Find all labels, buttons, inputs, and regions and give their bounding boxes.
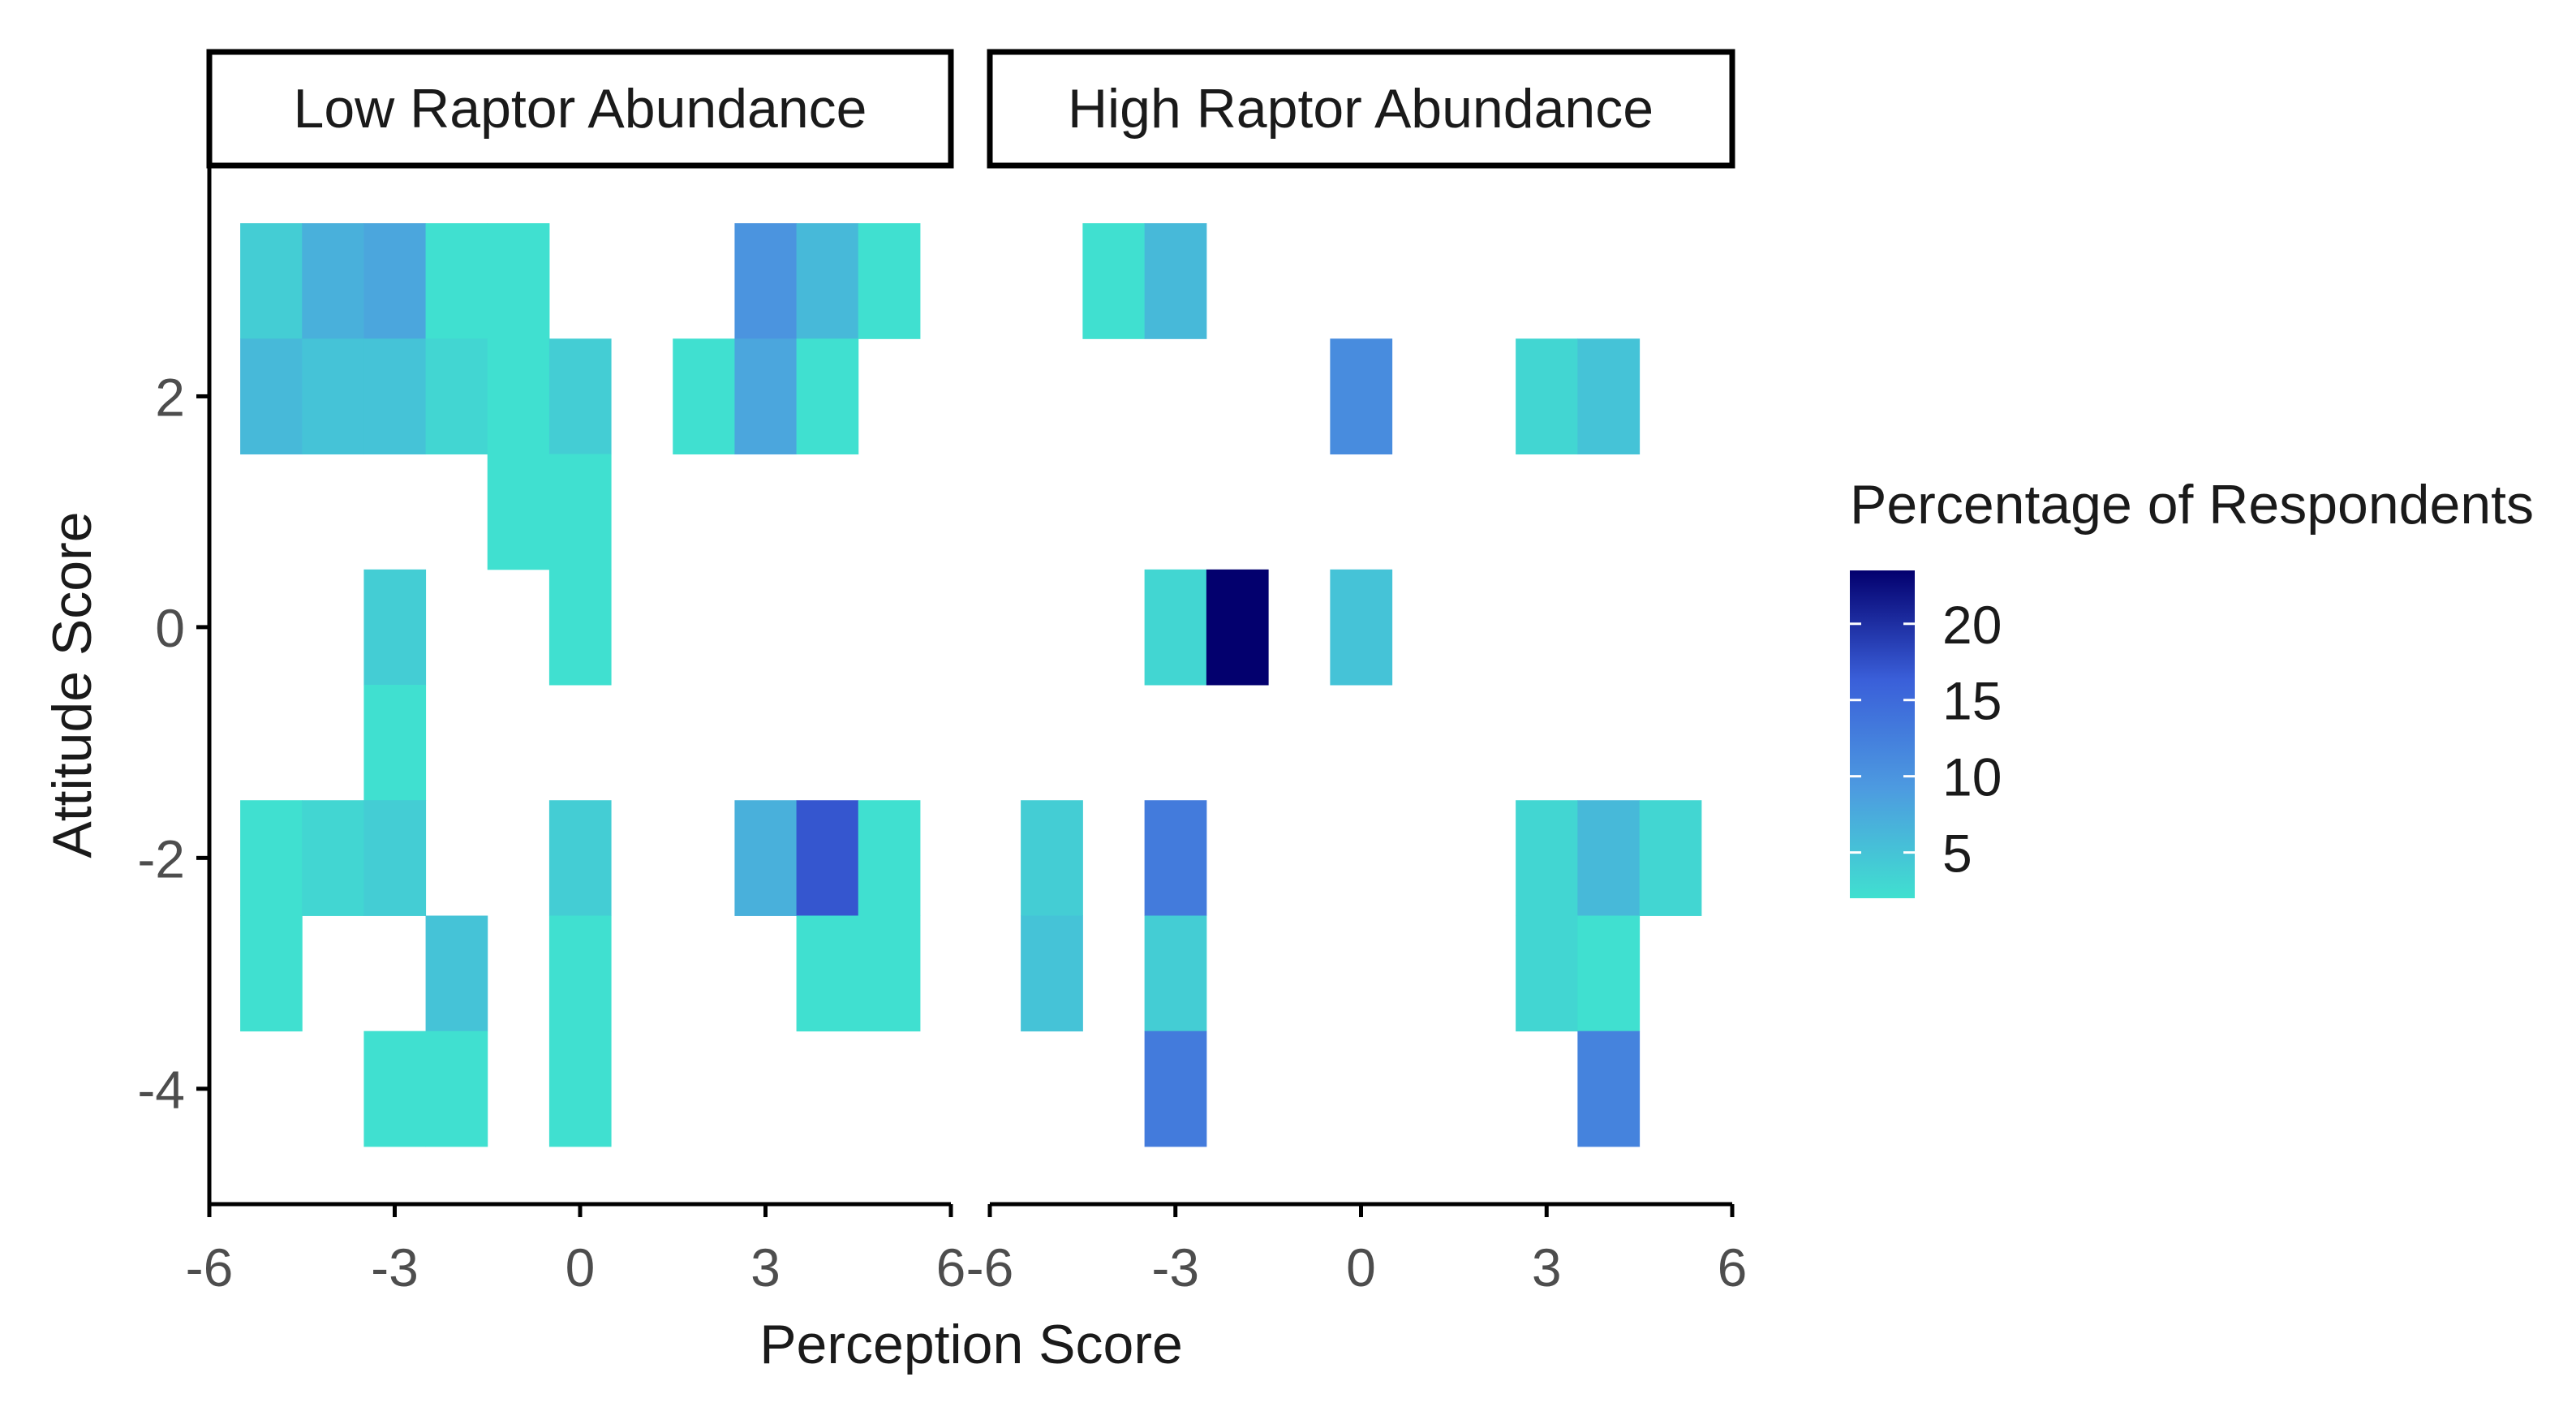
x-tick-label-low: 0 — [566, 1237, 596, 1297]
y-axis-title: Attitude Score — [41, 511, 103, 858]
heatmap-cell-high — [1516, 338, 1578, 455]
heatmap-cell-high — [1021, 800, 1083, 916]
heatmap-cell-low — [363, 685, 427, 801]
heatmap-cell-low — [240, 338, 303, 455]
heatmap-cell-high — [1516, 915, 1578, 1032]
heatmap-cell-low — [548, 569, 612, 686]
heatmap-cell-high — [1206, 569, 1269, 686]
panel-title-high: High Raptor Abundance — [1068, 78, 1654, 140]
heatmap-cell-low — [796, 915, 859, 1032]
heatmap-cell-high — [1144, 223, 1207, 339]
legend-tick-label: 10 — [1942, 747, 2002, 807]
heatmap-cell-low — [734, 223, 798, 339]
heatmap-cell-low — [673, 338, 735, 455]
legend-colorbar — [1850, 570, 1915, 898]
legend-ticks: 5 10 15 20 — [1850, 595, 2002, 884]
heatmap-cells-low — [240, 223, 921, 1147]
heatmap-cell-high — [1577, 338, 1641, 455]
heatmap-cell-low — [548, 454, 612, 570]
heatmap-cell-low — [734, 800, 798, 916]
heatmap-cell-high — [1330, 569, 1393, 686]
heatmap-cell-low — [487, 454, 550, 570]
heatmap-cell-low — [548, 338, 612, 455]
heatmap-cell-low — [240, 915, 303, 1032]
heatmap-cell-low — [487, 338, 550, 455]
heatmap-cell-high — [1639, 800, 1702, 916]
legend-tick-label: 15 — [1942, 671, 2002, 731]
legend-tick-label: 5 — [1942, 824, 1972, 884]
heatmap-cell-low — [796, 223, 859, 339]
x-tick-label-high: 0 — [1346, 1237, 1376, 1297]
x-axis-title: Perception Score — [759, 1314, 1183, 1375]
heatmap-cell-low — [734, 338, 798, 455]
heatmap-cell-high — [1577, 1031, 1641, 1147]
heatmap-cell-high — [1577, 915, 1641, 1032]
heatmap-cell-low — [425, 1031, 488, 1147]
heatmap-cell-low — [363, 800, 427, 916]
legend-tick-label: 20 — [1942, 595, 2002, 655]
heatmap-cell-high — [1021, 915, 1083, 1032]
x-tick-label-low: 3 — [750, 1237, 781, 1297]
panel-strip-high — [987, 49, 1735, 169]
y-tick-label: -2 — [137, 828, 185, 889]
heatmap-cell-low — [858, 915, 921, 1032]
heatmap-cell-low — [302, 800, 364, 916]
legend-title: Percentage of Respondents — [1850, 474, 2534, 536]
heatmap-cell-low — [858, 223, 921, 339]
heatmap-cell-low — [425, 338, 488, 455]
heatmap-cell-low — [425, 223, 488, 339]
x-tick-label-low: 6 — [936, 1237, 966, 1297]
panel-title-low: Low Raptor Abundance — [294, 78, 867, 140]
heatmap-cell-low — [240, 800, 303, 916]
heatmap-cell-high — [1082, 223, 1146, 339]
heatmap-cell-low — [302, 223, 364, 339]
heatmap-cell-low — [796, 800, 859, 916]
heatmap-cell-low — [548, 800, 612, 916]
heatmap-cell-low — [487, 223, 550, 339]
heatmap-cell-high — [1516, 800, 1578, 916]
panel-strip-low — [206, 49, 954, 169]
heatmap-cell-low — [858, 800, 921, 916]
axis-ticks: 20-2-4-6 -3 0 3 6 -6 -3 0 3 6 — [137, 367, 1747, 1297]
heatmap-cell-low — [425, 915, 488, 1032]
x-tick-label-high: -3 — [1151, 1237, 1199, 1297]
x-tick-label-low: -3 — [371, 1237, 419, 1297]
y-tick-label: 2 — [155, 367, 185, 427]
heatmap-cell-low — [796, 338, 859, 455]
heatmap-cell-low — [548, 1031, 612, 1147]
heatmap-cell-low — [363, 1031, 427, 1147]
heatmap-cell-high — [1577, 800, 1641, 916]
heatmap-cells-high — [1021, 223, 1702, 1147]
heatmap-cell-low — [302, 338, 364, 455]
heatmap-cell-high — [1144, 915, 1207, 1032]
y-tick-label: 0 — [155, 598, 185, 658]
heatmap-cell-low — [240, 223, 303, 339]
heatmap-cell-low — [548, 915, 612, 1032]
heatmap-cell-high — [1144, 569, 1207, 686]
heatmap-cell-low — [363, 338, 427, 455]
heatmap-cell-high — [1330, 338, 1393, 455]
y-tick-label: -4 — [137, 1060, 185, 1120]
x-tick-label-high: 6 — [1718, 1237, 1748, 1297]
heatmap-cell-low — [363, 569, 427, 686]
x-tick-label-low: -6 — [186, 1237, 234, 1297]
heatmap-cell-high — [1144, 1031, 1207, 1147]
heatmap-cell-high — [1144, 800, 1207, 916]
x-tick-label-high: 3 — [1532, 1237, 1562, 1297]
heatmap-cell-low — [363, 223, 427, 339]
x-tick-label-high: -6 — [966, 1237, 1014, 1297]
